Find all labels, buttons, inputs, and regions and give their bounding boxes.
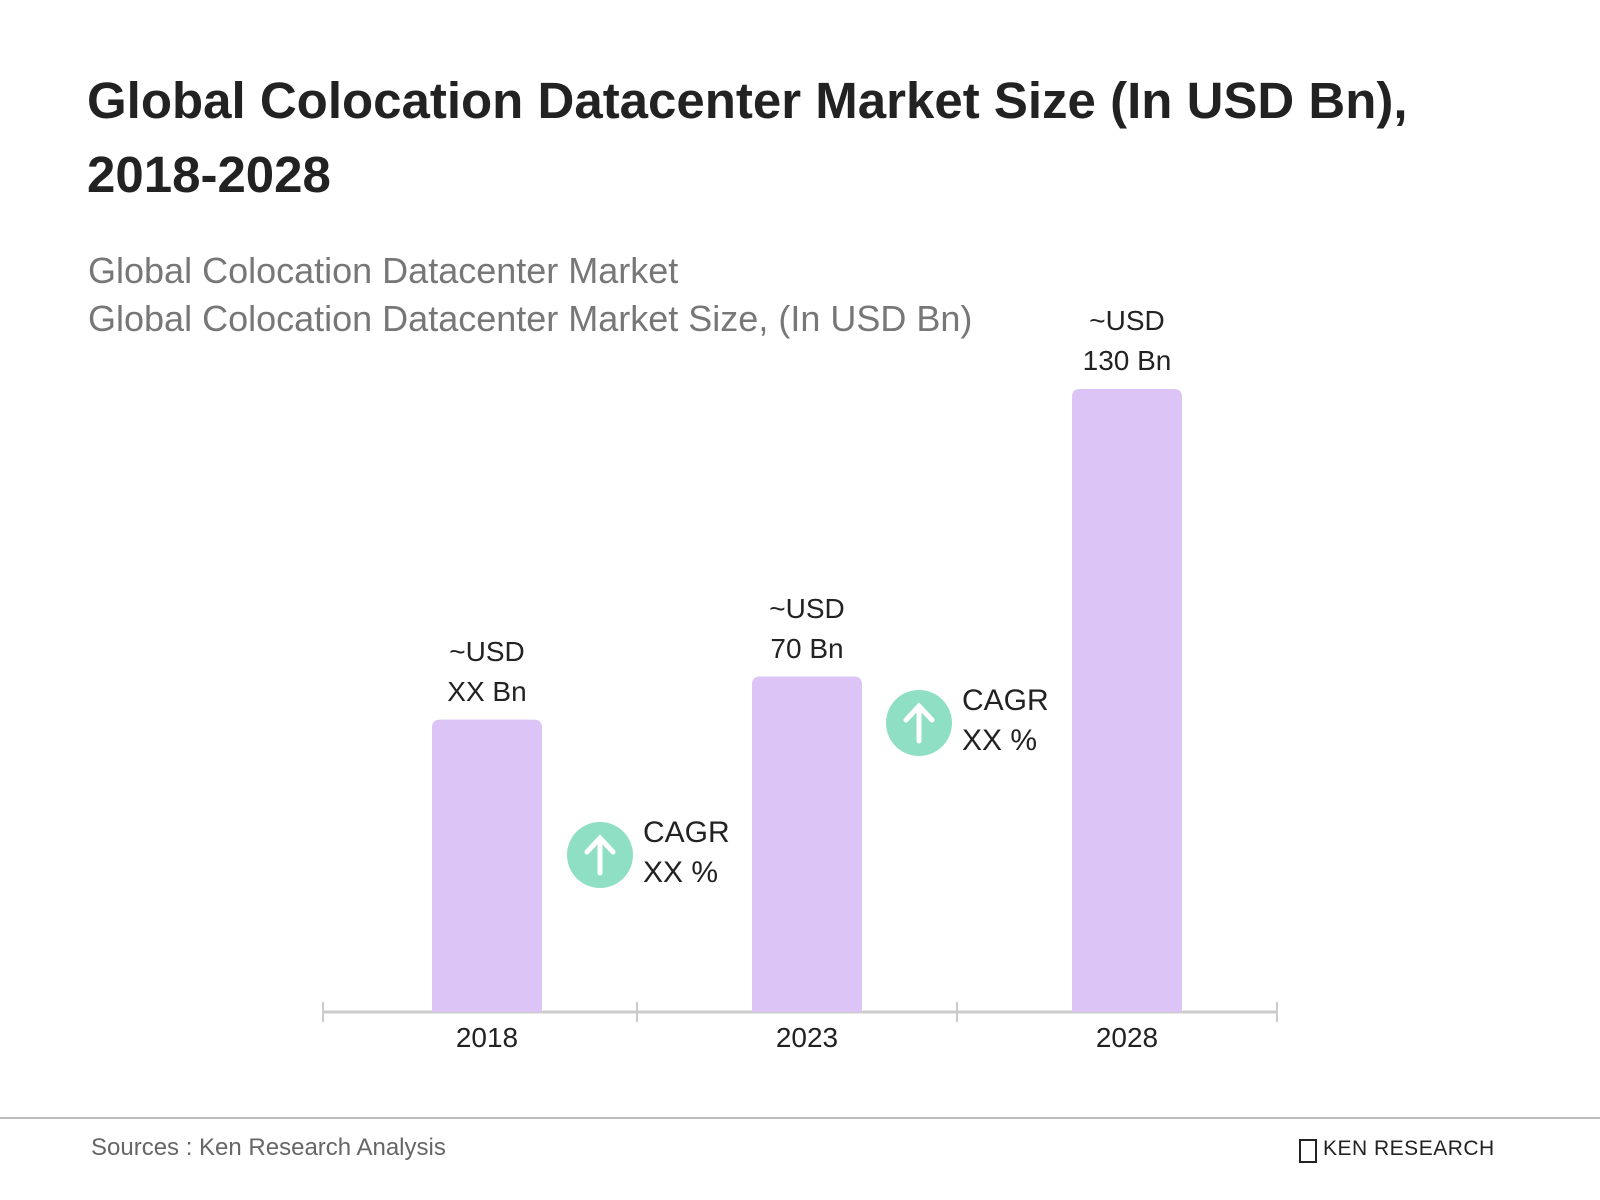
cagr-label: CAGR XX % — [643, 816, 730, 889]
cagr-arrow — [584, 834, 616, 876]
x-tick-label: 2018 — [455, 1022, 519, 1053]
source-note: Sources : Ken Research Analysis — [91, 1134, 446, 1161]
logo-text: KEN RESEARCH — [1323, 1137, 1495, 1160]
bar — [752, 676, 862, 1012]
subtitle: Global Colocation Datacenter Market Size… — [88, 298, 973, 339]
logo-icon — [1299, 1139, 1317, 1163]
value-label: ~USD 130 Bn — [1082, 305, 1172, 376]
bar — [1072, 389, 1182, 1012]
chart-title: Global Colocation Datacenter Market Size… — [87, 72, 1408, 203]
value-label: ~USD 70 Bn — [769, 592, 845, 664]
bar — [432, 719, 542, 1012]
subtitle: Global Colocation Datacenter Market — [88, 250, 679, 291]
x-tick-label: 2023 — [775, 1022, 839, 1053]
cagr-label: CAGR XX % — [962, 684, 1049, 757]
cagr-arrow — [903, 702, 935, 744]
value-label: ~USD XX Bn — [447, 635, 527, 707]
x-tick-label: 2028 — [1095, 1022, 1159, 1053]
